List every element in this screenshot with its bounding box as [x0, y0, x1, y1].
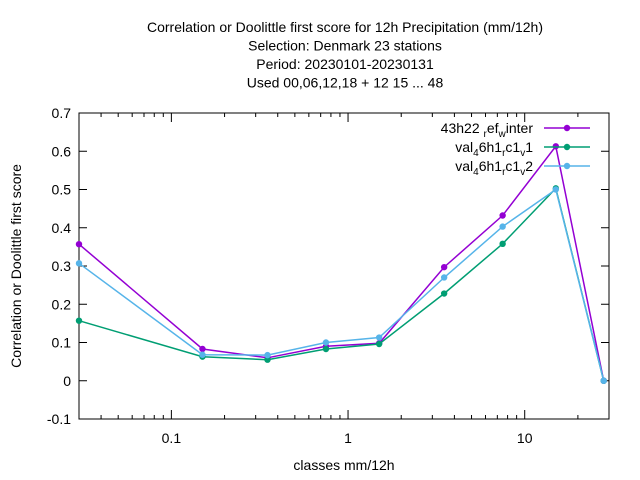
data-point	[322, 339, 330, 346]
legend-item: val46h1rc1v1	[455, 139, 590, 159]
legend-item: val46h1rc1v2	[455, 158, 590, 178]
y-tick-label: 0.5	[52, 182, 72, 198]
data-point	[375, 334, 383, 341]
data-point	[499, 223, 506, 230]
y-tick-label: 0.6	[52, 143, 72, 159]
data-point	[499, 212, 506, 219]
chart-title: Correlation or Doolittle first score for…	[147, 19, 543, 91]
series-line	[78, 188, 605, 381]
data-point	[440, 290, 448, 297]
data-point	[75, 317, 83, 324]
data-point	[264, 356, 271, 363]
series-2	[75, 185, 607, 384]
legend-label: val46h1rc1v2	[455, 158, 533, 178]
series-line	[78, 186, 605, 381]
y-tick-label: 0	[63, 373, 71, 389]
series-line	[78, 144, 605, 381]
legend-label: 43h22 refwinter	[441, 120, 534, 140]
legend-swatch-marker	[563, 162, 571, 170]
title-line: Correlation or Doolittle first score for…	[147, 19, 543, 35]
data-point	[552, 186, 560, 193]
data-point	[322, 345, 330, 353]
title-line: Period: 20230101-20230131	[256, 56, 434, 72]
data-point	[199, 351, 206, 358]
data-point	[440, 274, 448, 281]
y-tick-label: 0.3	[52, 258, 72, 274]
y-tick-label: 0.1	[52, 335, 72, 351]
axis-ticks: -0.1 0 0.1 0.2 0.3 0.4 0.5 0.6 0.7 0.1 1 10	[47, 105, 610, 446]
title-line: Used 00,06,12,18 + 12 15 ... 48	[247, 75, 444, 91]
data-point	[75, 240, 83, 248]
y-tick-label: 0.4	[52, 220, 72, 236]
legend-label: val46h1rc1v1	[455, 139, 533, 159]
series-3	[75, 186, 607, 384]
legend-swatch-marker	[563, 124, 571, 132]
title-line: Selection: Denmark 23 stations	[248, 38, 442, 54]
x-tick-label: 10	[517, 430, 533, 446]
series-group	[75, 143, 607, 384]
data-point	[264, 351, 271, 359]
x-tick-label: 0.1	[162, 430, 182, 446]
data-point	[75, 260, 83, 267]
data-point	[199, 345, 206, 353]
y-tick-label: -0.1	[47, 411, 71, 427]
data-point	[375, 340, 383, 348]
data-point	[440, 263, 448, 271]
data-point	[600, 377, 607, 384]
x-axis-label: classes mm/12h	[293, 457, 394, 473]
y-tick-label: 0.2	[52, 296, 72, 312]
x-tick-label: 1	[344, 430, 352, 446]
y-axis-label: Correlation or Doolittle first score	[8, 164, 24, 368]
data-point	[499, 240, 506, 248]
legend-item: 43h22 refwinter	[441, 120, 590, 140]
legend-swatch-marker	[563, 143, 571, 151]
y-tick-label: 0.7	[52, 105, 72, 121]
